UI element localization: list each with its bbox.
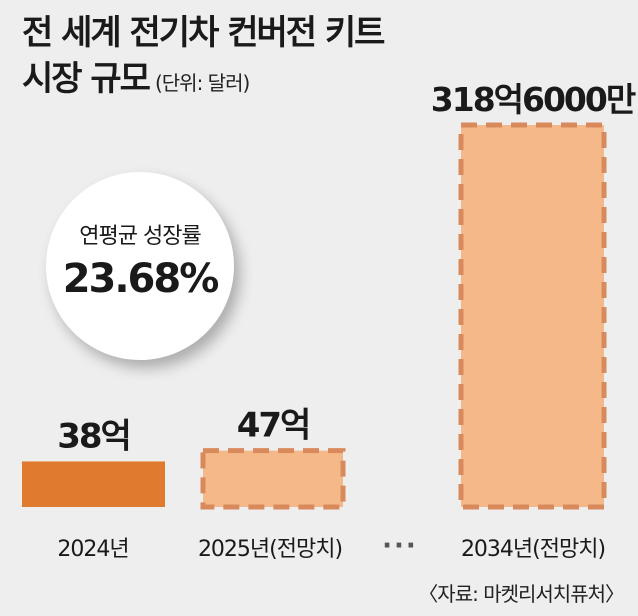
cagr-label: 연평균 성장률	[79, 224, 201, 249]
ellipsis-separator: ···	[382, 531, 418, 561]
category-label-2034: 2034년(전망치)	[461, 537, 605, 562]
value-label-2034: 318억6000만	[431, 80, 636, 119]
cagr-value: 23.68%	[62, 256, 220, 302]
chart-title: 전 세계 전기차 컨버전 키트 시장 규모 (단위: 달러)	[22, 10, 385, 106]
category-label-2025: 2025년(전망치)	[198, 537, 342, 562]
bar-2024	[22, 461, 165, 507]
title-line-2-text: 시장 규모	[22, 59, 151, 99]
bars-group: 38억 2024년 47억 2025년(전망치) 318억6000만 2034년(전망치)	[22, 80, 638, 562]
value-label-2024: 38억	[57, 416, 130, 456]
category-label-2024: 2024년	[57, 537, 128, 562]
value-label-2025: 47억	[237, 406, 310, 446]
source-note: 〈자료: 마켓리서치퓨처〉	[418, 582, 625, 606]
title-line-2: 시장 규모 (단위: 달러)	[22, 56, 383, 106]
unit-note: (단위: 달러)	[154, 71, 250, 95]
bar-2025	[200, 448, 346, 510]
bar-2034	[458, 122, 607, 510]
title-line-1: 전 세계 전기차 컨버전 키트	[22, 13, 385, 53]
cagr-badge: 연평균 성장률 23.68%	[46, 172, 234, 360]
